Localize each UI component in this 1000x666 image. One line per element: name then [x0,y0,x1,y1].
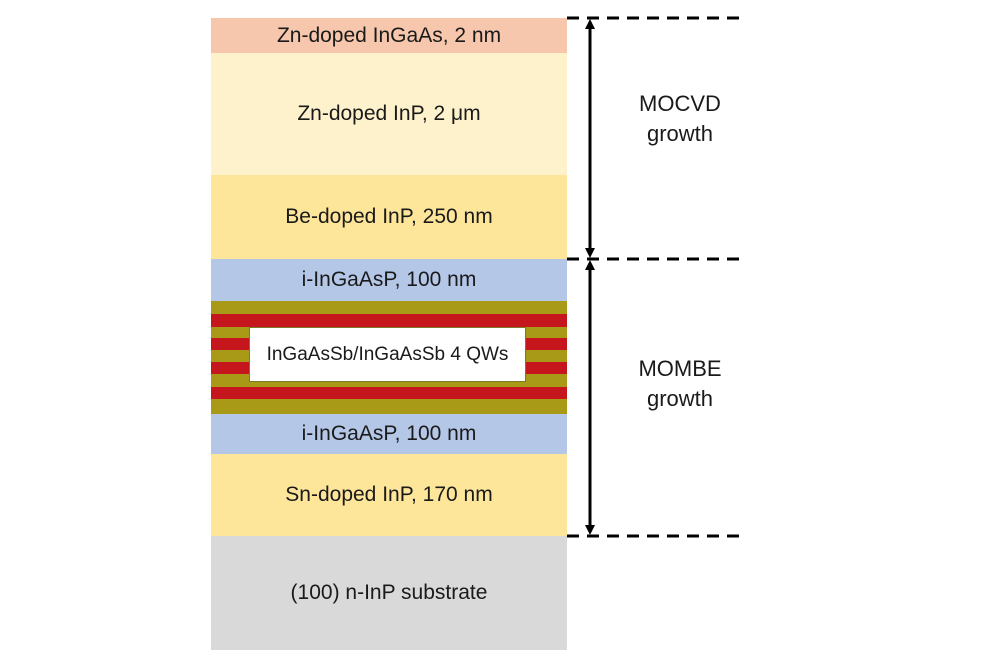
mocvd-label-line2: growth [646,121,714,146]
layer-substrate-label: (100) n-InP substrate [290,581,488,604]
mombe-label-line2: growth [646,386,714,411]
mombe-growth-label: MOMBE growth [610,354,750,414]
layer-ingaas-cap-label: Zn-doped InGaAs, 2 nm [276,23,502,47]
qw-well-stripe [211,314,567,327]
layer-zn-doped-inp-label: Zn-doped InP, 2 μm [297,102,481,125]
qw-label: InGaAsSb/InGaAsSb 4 QWs [266,343,509,365]
layer-ingaasp-top-label: i-InGaAsP, 100 nm [301,268,477,291]
layer-ingaasp-bottom-label: i-InGaAsP, 100 nm [301,422,477,445]
layer-ingaasp-bottom: i-InGaAsP, 100 nm [211,414,567,454]
mocvd-growth-label: MOCVD growth [610,89,750,149]
layer-be-doped-inp: Be-doped InP, 250 nm [211,175,567,259]
qw-label-box: InGaAsSb/InGaAsSb 4 QWs [249,327,526,382]
mombe-label-line1: MOMBE [638,356,722,381]
layer-be-doped-inp-label: Be-doped InP, 250 nm [285,205,493,228]
qw-well-stripe [211,387,567,399]
qw-barrier-stripe [211,301,567,314]
layer-sn-doped-inp: Sn-doped InP, 170 nm [211,454,567,536]
layer-substrate: (100) n-InP substrate [211,536,567,650]
layer-ingaasp-top: i-InGaAsP, 100 nm [211,259,567,301]
layer-zn-doped-inp: Zn-doped InP, 2 μm [211,53,567,175]
qw-barrier-stripe [211,399,567,414]
layer-ingaas-cap: Zn-doped InGaAs, 2 nm [211,18,567,53]
mocvd-label-line1: MOCVD [639,91,721,116]
layer-sn-doped-inp-label: Sn-doped InP, 170 nm [285,483,493,506]
